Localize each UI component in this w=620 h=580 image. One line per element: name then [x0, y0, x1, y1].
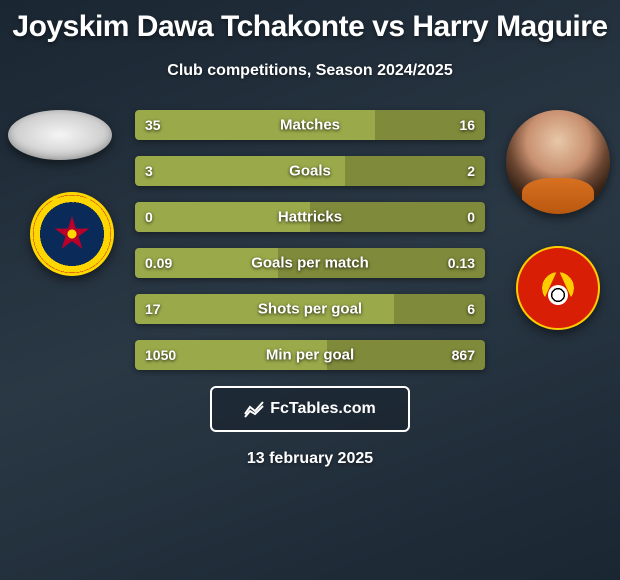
club-left-badge	[30, 192, 114, 276]
stat-bar-left	[135, 248, 278, 278]
footer-date: 13 february 2025	[0, 450, 620, 468]
stat-row: 3516Matches	[135, 110, 485, 140]
page-title: Joyskim Dawa Tchakonte vs Harry Maguire	[0, 0, 620, 44]
stat-bar-right	[394, 294, 485, 324]
comparison-content: 3516Matches 32Goals 00Hattricks 0.090.13Goa…	[0, 110, 620, 370]
stat-row: 32Goals	[135, 156, 485, 186]
stat-bar-left	[135, 202, 310, 232]
stat-bar-right	[278, 248, 485, 278]
stat-bar-right	[327, 340, 485, 370]
stat-bar-left	[135, 294, 394, 324]
stat-bar-right	[345, 156, 485, 186]
stat-bar-right	[375, 110, 485, 140]
stat-row: 1050867Min per goal	[135, 340, 485, 370]
player-right-avatar	[506, 110, 610, 214]
stat-bar-left	[135, 110, 375, 140]
stat-bars: 3516Matches 32Goals 00Hattricks 0.090.13Goa…	[135, 110, 485, 370]
chart-icon	[244, 400, 264, 418]
stat-row: 00Hattricks	[135, 202, 485, 232]
stat-bar-right	[310, 202, 485, 232]
club-right-badge	[516, 246, 600, 330]
player-left-avatar	[8, 110, 112, 160]
right-avatars	[506, 110, 610, 330]
brand-text: FcTables.com	[270, 400, 376, 418]
stat-row: 176Shots per goal	[135, 294, 485, 324]
brand-badge: FcTables.com	[210, 386, 410, 432]
stat-bar-left	[135, 340, 327, 370]
stat-row: 0.090.13Goals per match	[135, 248, 485, 278]
left-avatars	[8, 110, 114, 276]
stat-bar-left	[135, 156, 345, 186]
page-subtitle: Club competitions, Season 2024/2025	[0, 62, 620, 80]
